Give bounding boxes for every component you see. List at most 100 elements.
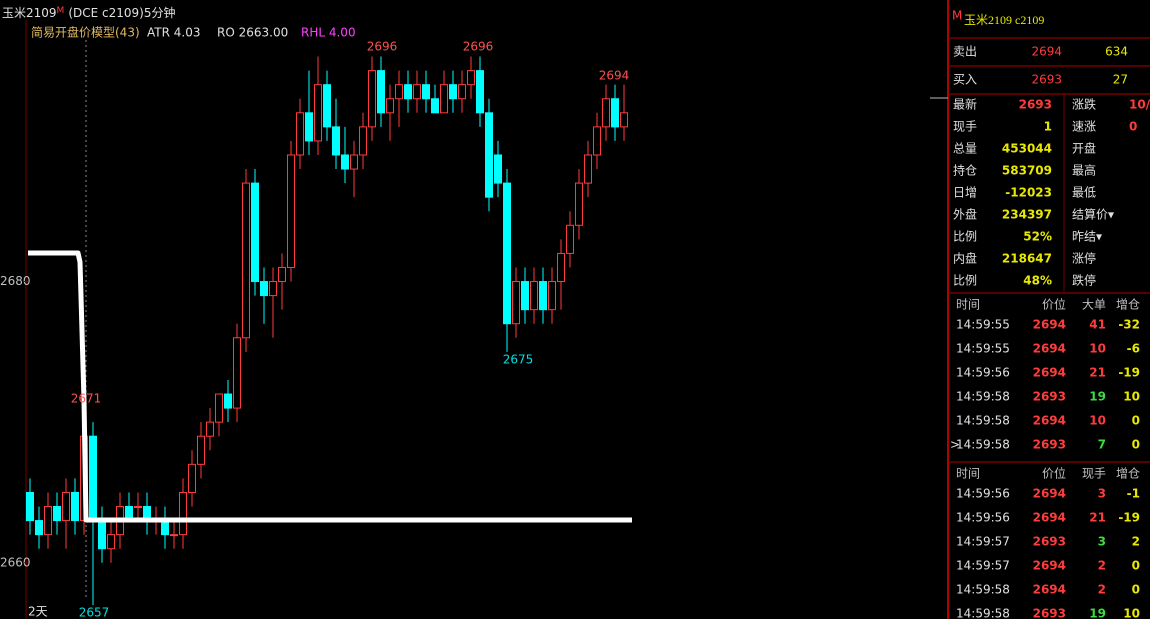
candle-body (602, 98, 610, 128)
stat-value: 48% (1023, 274, 1052, 288)
candle-body (440, 84, 448, 114)
candle-body (287, 154, 295, 268)
stat-label: 现手 (953, 120, 977, 134)
tick-price: 2694 (1033, 487, 1066, 501)
candle-body (395, 84, 403, 100)
candle-body (98, 520, 106, 550)
panel-title: 玉米2109 c2109 (964, 13, 1044, 27)
tick-change: 10 (1123, 390, 1140, 404)
candle-body (593, 126, 601, 156)
tick-price: 2694 (1033, 511, 1066, 525)
stat-value: 2693 (1019, 98, 1052, 112)
candle-body (260, 281, 268, 297)
candle-body (206, 421, 214, 437)
tick-volume: 19 (1089, 607, 1106, 619)
tick-volume: 7 (1098, 438, 1106, 452)
tick-price: 2694 (1033, 559, 1066, 573)
candle-body (296, 112, 304, 156)
candle-body (521, 281, 529, 311)
candle-body (161, 520, 169, 536)
indicator-ro: RO 2663.00 (217, 26, 288, 40)
tick-change: -19 (1118, 366, 1140, 380)
tick-time: 14:59:56 (956, 511, 1010, 525)
tick-volume: 2 (1098, 583, 1106, 597)
candle-body (305, 112, 313, 142)
candle-body (368, 70, 376, 128)
stat-value: 583709 (1002, 164, 1052, 178)
stat-label: 外盘 (953, 207, 977, 222)
stat-label: 最低 (1072, 186, 1096, 200)
stat-label: 总量 (953, 142, 977, 156)
candle-body (620, 112, 628, 128)
candle-body (485, 112, 493, 198)
candle-body (539, 281, 547, 311)
tick-volume: 2 (1098, 559, 1106, 573)
tick-change: -19 (1118, 511, 1140, 525)
stat-value: 52% (1023, 230, 1052, 244)
candles (26, 56, 628, 605)
candle-body (575, 182, 583, 226)
stat-label: 比例 (953, 274, 977, 288)
tick-time: 14:59:58 (956, 607, 1010, 619)
stat-label: 速涨 (1072, 119, 1096, 134)
stat-label: 持仓 (953, 163, 977, 178)
tick-volume: 10 (1089, 342, 1106, 356)
candle-body (377, 70, 385, 114)
stat-label: 涨跌 (1072, 97, 1096, 112)
header: 玉米2109M (DCE c2109)5分钟 (2, 5, 175, 20)
low-label: 2657 (79, 606, 110, 619)
candle-body (170, 534, 178, 537)
candle-body (422, 84, 430, 100)
tick-volume: 21 (1089, 511, 1106, 525)
candle-body (584, 154, 592, 184)
tick-volume: 3 (1098, 535, 1106, 549)
tick-change: 10 (1123, 607, 1140, 619)
tick-time: 14:59:55 (956, 342, 1010, 356)
candle-body (404, 84, 412, 100)
candle-body (44, 506, 52, 536)
candle-body (458, 84, 466, 100)
table-header: 现手 (1082, 467, 1106, 481)
candle-body (107, 534, 115, 550)
indicator-rhl: RHL 4.00 (301, 26, 356, 40)
tick-volume: 21 (1089, 366, 1106, 380)
tick-price: 2694 (1033, 318, 1066, 332)
stat-value: 1 (1044, 120, 1052, 134)
stat-label: 涨停 (1072, 251, 1096, 266)
tick-time: 14:59:58 (956, 414, 1010, 428)
table-header: 时间 (956, 467, 980, 481)
stat-label: 跌停 (1072, 273, 1096, 288)
tick-price: 2694 (1033, 414, 1066, 428)
candle-body (359, 126, 367, 156)
tick-time: 14:59:55 (956, 318, 1010, 332)
stat-value: 10/0 (1129, 98, 1150, 112)
candle-body (134, 506, 142, 509)
candle-body (494, 154, 502, 184)
tick-change: -6 (1127, 342, 1140, 356)
stat-value: 0 (1129, 120, 1137, 134)
ro-line (28, 250, 632, 523)
tick-change: 0 (1132, 559, 1140, 573)
candle-body (35, 520, 43, 536)
tick-time: 14:59:58 (956, 583, 1010, 597)
tick-volume: 41 (1089, 318, 1106, 332)
tick-change: 0 (1132, 438, 1140, 452)
stat-value: 218647 (1002, 252, 1052, 266)
stat-label: 最新 (953, 97, 977, 112)
candle-body (512, 281, 520, 325)
table-header: 时间 (956, 298, 980, 312)
bid-label: 买入 (953, 73, 977, 87)
tick-price: 2693 (1033, 390, 1066, 404)
candle-body (386, 98, 394, 114)
tick-change: -1 (1127, 487, 1140, 501)
tick-change: 0 (1132, 414, 1140, 428)
candle-body (476, 70, 484, 114)
stat-label: 昨结▾ (1072, 230, 1102, 244)
ask-label: 卖出 (953, 45, 977, 59)
tick-price: 2694 (1033, 342, 1066, 356)
tick-time: 14:59:57 (956, 535, 1010, 549)
candle-body (188, 463, 196, 493)
bid-price: 2693 (1031, 73, 1062, 87)
tick-price: 2694 (1033, 583, 1066, 597)
